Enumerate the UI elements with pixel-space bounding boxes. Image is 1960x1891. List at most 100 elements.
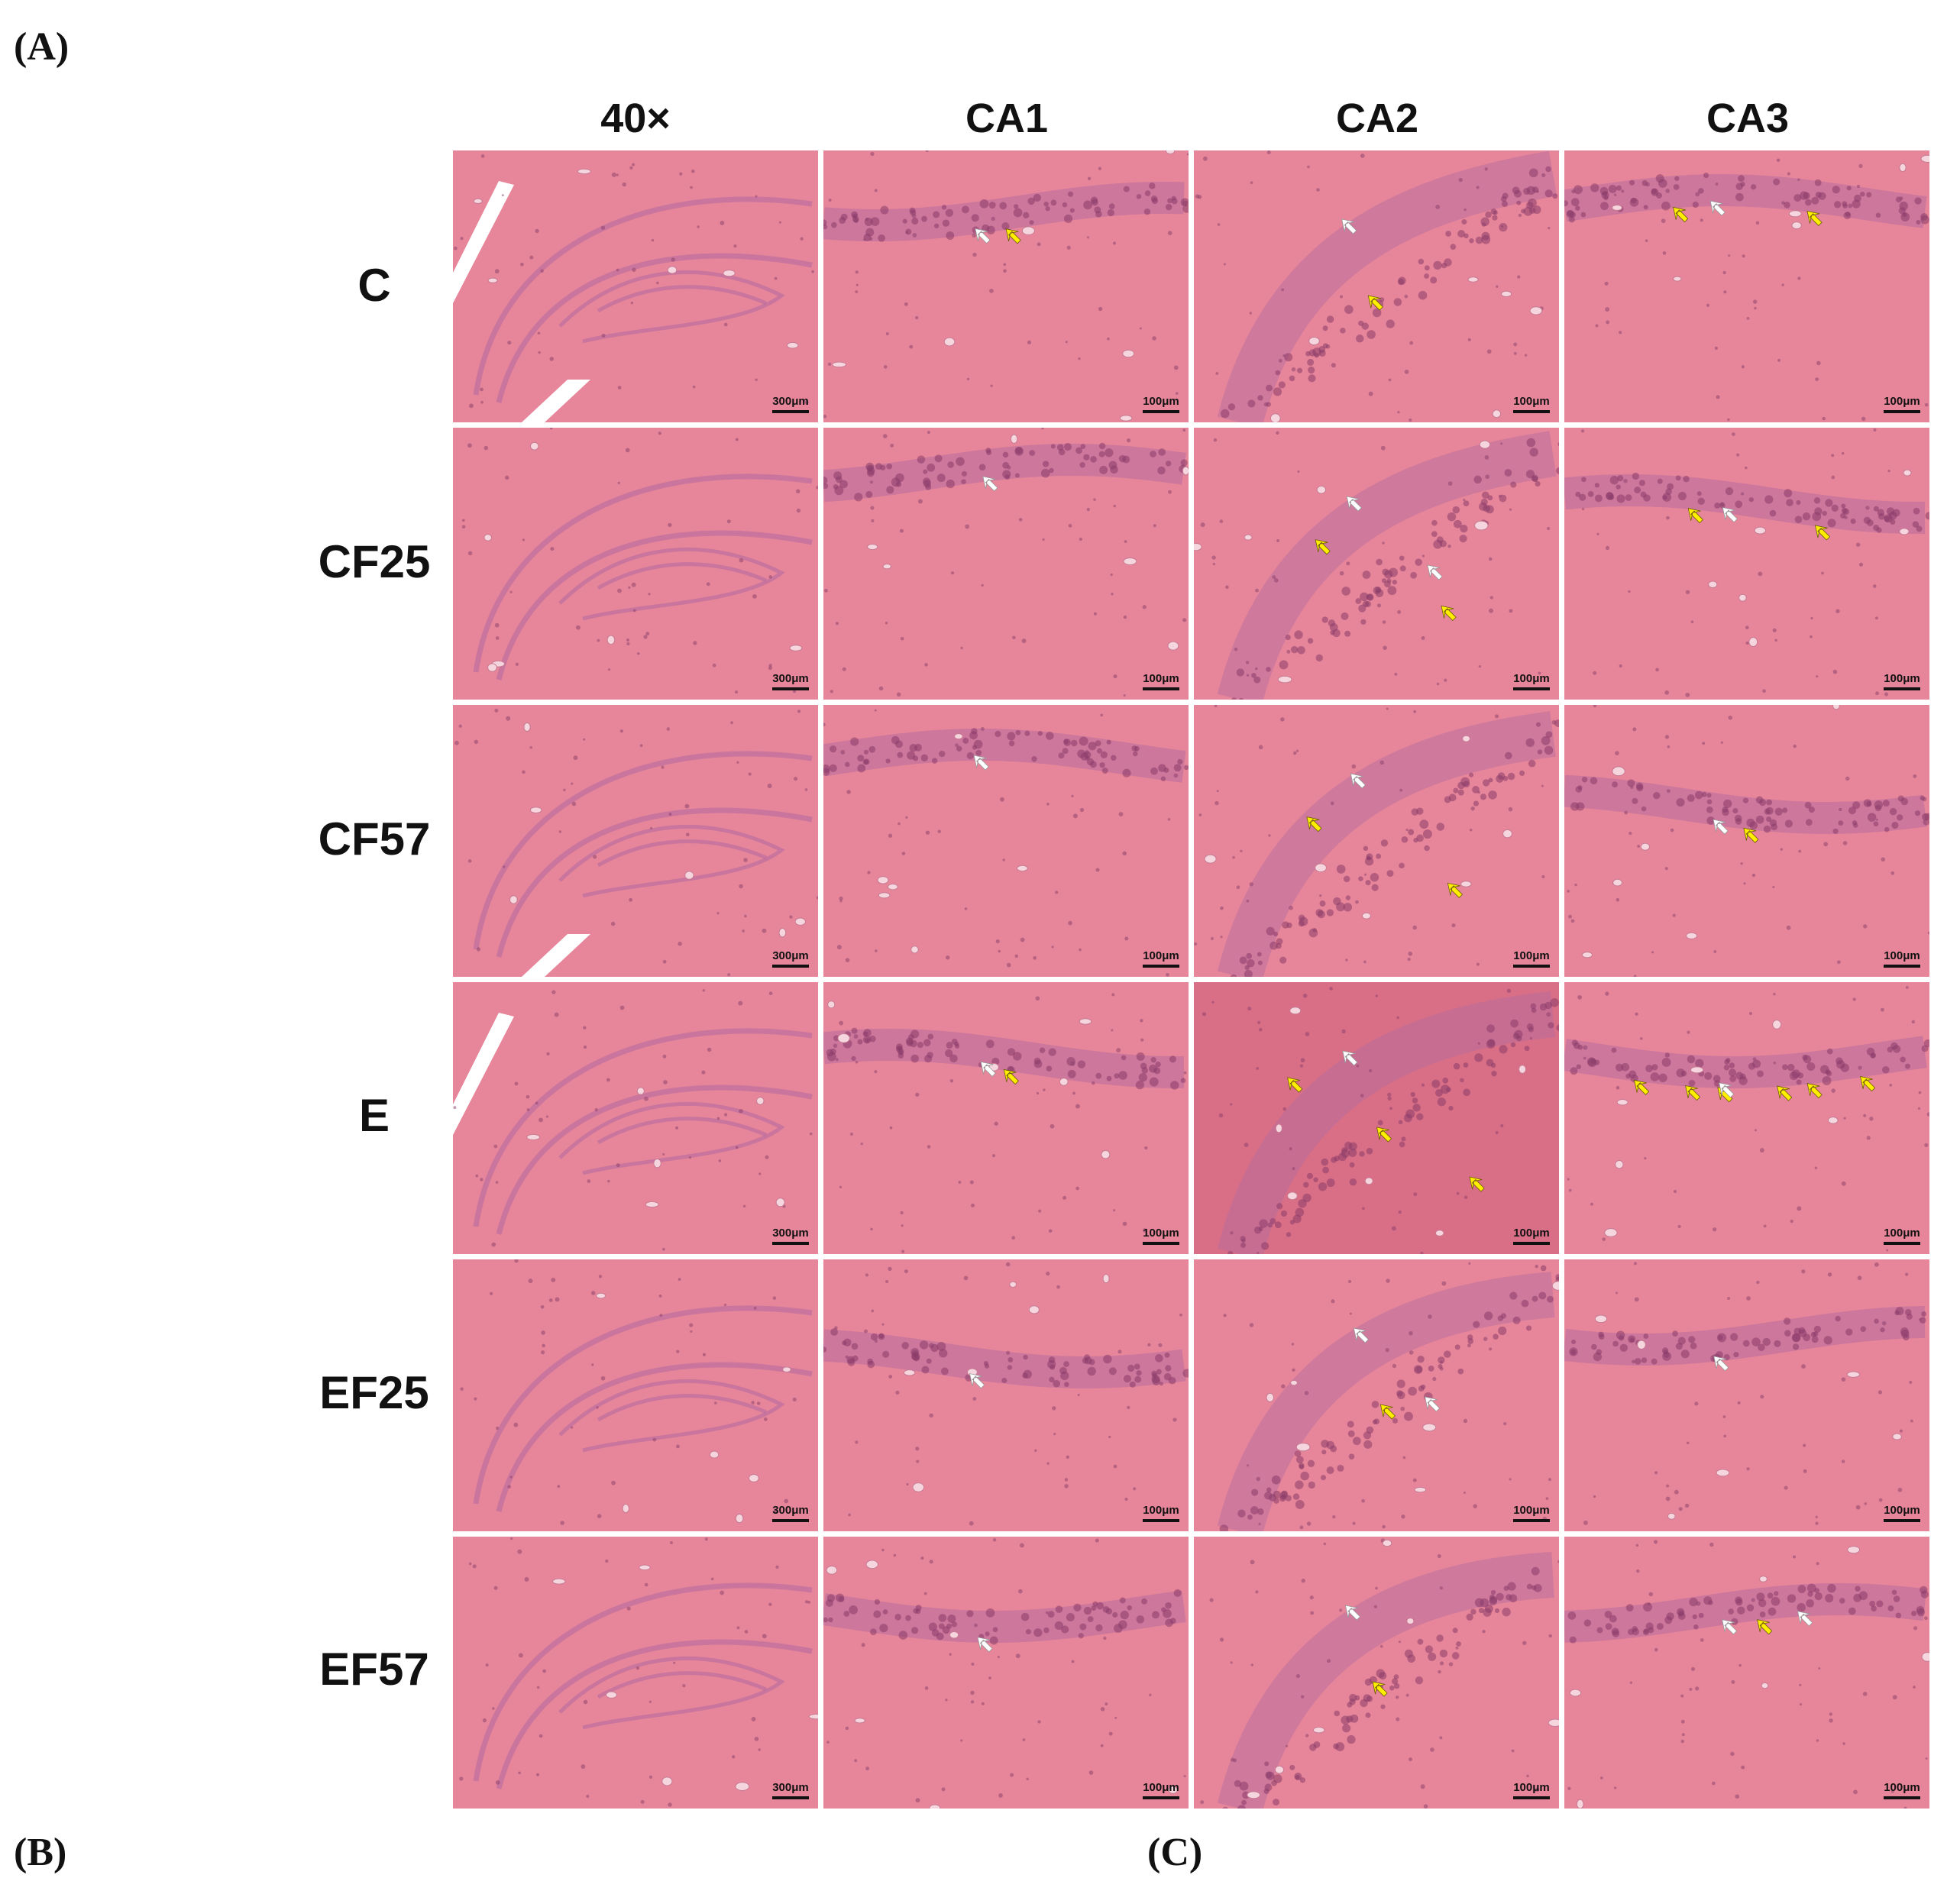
white-arrow-icon <box>1722 506 1738 523</box>
yellow-arrow-icon <box>1806 1083 1823 1099</box>
micrograph-tile: 100μm <box>1564 1537 1929 1809</box>
row-label-cf57: CF57 <box>318 813 431 865</box>
scale-bar: 300μm <box>772 1781 809 1799</box>
micrograph-tile: 100μm <box>1564 428 1929 700</box>
scale-bar-label: 300μm <box>772 395 809 408</box>
white-arrow-icon <box>1346 496 1362 512</box>
scale-bar: 100μm <box>1143 1504 1179 1522</box>
yellow-arrow-icon <box>1379 1404 1396 1420</box>
micrograph-tile: 300μm <box>453 982 818 1254</box>
column-header-ca1: CA1 <box>965 95 1049 141</box>
micrograph-tile: 300μm <box>453 150 818 422</box>
white-arrow-icon <box>975 228 991 244</box>
yellow-arrow-icon <box>1441 605 1457 621</box>
micrograph-grid: 300μm 100μm 100μm 100μm 300μm 100μm 100μm 100μm… <box>453 150 1935 1809</box>
scale-bar: 100μm <box>1884 672 1920 690</box>
scale-bar: 100μm <box>1513 1227 1550 1245</box>
micrograph-tile: 100μm <box>1564 705 1929 977</box>
yellow-arrow-icon <box>1814 525 1831 541</box>
scale-bar-label: 100μm <box>1884 1227 1920 1240</box>
micrograph-tile: 300μm <box>453 1537 818 1809</box>
white-arrow-icon <box>1797 1611 1813 1627</box>
scale-bar-label: 300μm <box>772 1504 809 1517</box>
yellow-arrow-icon <box>1447 882 1464 898</box>
micrograph-tile: 300μm <box>453 428 818 700</box>
yellow-arrow-icon <box>1005 228 1021 244</box>
yellow-arrow-icon <box>1806 210 1823 227</box>
scale-bar-label: 100μm <box>1884 672 1920 685</box>
scale-bar: 300μm <box>772 395 809 413</box>
scale-bar-label: 100μm <box>1143 1504 1179 1517</box>
micrograph-tile: 100μm <box>823 150 1189 422</box>
micrograph-tile: 100μm <box>1194 1537 1559 1809</box>
scale-bar: 300μm <box>772 672 809 690</box>
white-arrow-icon <box>1709 200 1726 216</box>
scale-bar: 100μm <box>1884 1227 1920 1245</box>
column-header-ca3: CA3 <box>1706 95 1790 141</box>
scale-bar-label: 100μm <box>1513 949 1550 962</box>
scale-bar-label: 100μm <box>1513 672 1550 685</box>
micrograph-tile: 100μm <box>1564 982 1929 1254</box>
white-arrow-icon <box>1719 1082 1735 1098</box>
white-arrow-icon <box>1427 564 1443 580</box>
micrograph-tile: 100μm <box>823 705 1189 977</box>
micrograph-tile: 100μm <box>823 982 1189 1254</box>
white-arrow-icon <box>977 1637 993 1653</box>
scale-bar-label: 100μm <box>1513 1227 1550 1240</box>
row-label-c: C <box>357 260 391 311</box>
scale-bar: 100μm <box>1884 395 1920 413</box>
white-arrow-icon <box>1713 1356 1729 1372</box>
yellow-arrow-icon <box>1287 1077 1303 1093</box>
white-arrow-icon <box>980 1061 996 1078</box>
yellow-arrow-icon <box>1372 1681 1388 1697</box>
scale-bar-label: 100μm <box>1143 1781 1179 1794</box>
micrograph-tile: 100μm <box>1194 982 1559 1254</box>
yellow-arrow-icon <box>1743 827 1759 843</box>
column-header-40x: 40× <box>600 95 671 141</box>
white-arrow-icon <box>1342 1050 1358 1066</box>
scale-bar: 100μm <box>1884 949 1920 968</box>
scale-bar-label: 100μm <box>1513 1504 1550 1517</box>
micrograph-tile: 300μm <box>453 705 818 977</box>
yellow-arrow-icon <box>1634 1079 1650 1095</box>
scale-bar-label: 100μm <box>1884 395 1920 408</box>
white-arrow-icon <box>969 1373 985 1389</box>
yellow-arrow-icon <box>1003 1068 1019 1085</box>
scale-bar-label: 100μm <box>1884 1781 1920 1794</box>
white-arrow-icon <box>1722 1619 1738 1635</box>
scale-bar-label: 100μm <box>1884 949 1920 962</box>
micrograph-tile: 100μm <box>1564 1259 1929 1531</box>
scale-bar-label: 100μm <box>1143 672 1179 685</box>
scale-bar-label: 100μm <box>1143 1227 1179 1240</box>
scale-bar: 100μm <box>1143 1227 1179 1245</box>
yellow-arrow-icon <box>1315 539 1331 555</box>
yellow-arrow-icon <box>1376 1127 1392 1143</box>
micrograph-tile: 100μm <box>823 1259 1189 1531</box>
yellow-arrow-icon <box>1687 508 1703 524</box>
scale-bar-label: 100μm <box>1143 395 1179 408</box>
panel-label-c: (C) <box>1147 1831 1203 1874</box>
yellow-arrow-icon <box>1860 1075 1876 1092</box>
yellow-arrow-icon <box>1685 1084 1701 1101</box>
scale-bar: 100μm <box>1513 672 1550 690</box>
white-arrow-icon <box>1424 1396 1441 1412</box>
micrograph-tile: 100μm <box>1564 150 1929 422</box>
white-arrow-icon <box>973 755 989 771</box>
white-arrow-icon <box>982 476 998 492</box>
micrograph-tile: 100μm <box>1194 705 1559 977</box>
scale-bar-label: 100μm <box>1513 395 1550 408</box>
micrograph-tile: 100μm <box>823 428 1189 700</box>
scale-bar-label: 100μm <box>1513 1781 1550 1794</box>
scale-bar: 300μm <box>772 1504 809 1522</box>
scale-bar: 100μm <box>1143 1781 1179 1799</box>
white-arrow-icon <box>1713 819 1729 835</box>
scale-bar-label: 300μm <box>772 949 809 962</box>
yellow-arrow-icon <box>1673 206 1689 223</box>
scale-bar: 100μm <box>1884 1781 1920 1799</box>
micrograph-tile: 300μm <box>453 1259 818 1531</box>
scale-bar: 100μm <box>1143 395 1179 413</box>
scale-bar-label: 300μm <box>772 672 809 685</box>
scale-bar: 100μm <box>1513 395 1550 413</box>
micrograph-tile: 100μm <box>1194 150 1559 422</box>
scale-bar-label: 300μm <box>772 1781 809 1794</box>
